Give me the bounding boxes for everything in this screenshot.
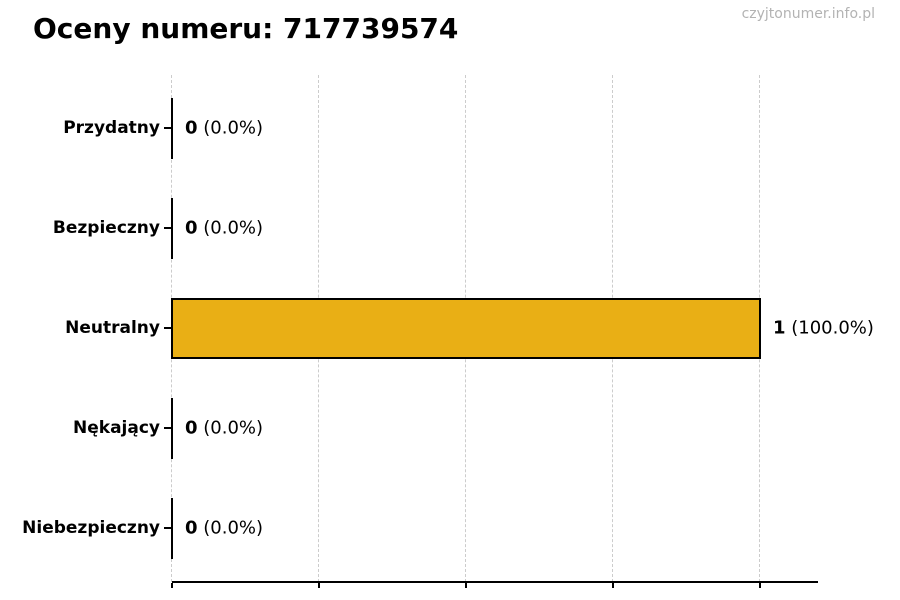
x-axis-line	[172, 581, 818, 583]
value-label: 0 (0.0%)	[185, 118, 263, 139]
y-axis-tick	[164, 427, 172, 429]
value-count: 1	[773, 317, 786, 339]
y-axis-tick	[164, 227, 172, 229]
value-percent: (0.0%)	[197, 517, 264, 539]
value-percent: (0.0%)	[197, 417, 264, 439]
watermark: czyjtonumer.info.pl	[741, 6, 875, 22]
y-axis-tick	[164, 527, 172, 529]
value-percent: (0.0%)	[197, 117, 264, 139]
value-count: 0	[185, 117, 198, 139]
chart-row-przydatny: Przydatny 0 (0.0%)	[0, 97, 900, 159]
bar-neutralny	[171, 297, 761, 359]
y-axis-tick	[164, 127, 172, 129]
value-count: 0	[185, 517, 198, 539]
value-label: 0 (0.0%)	[185, 218, 263, 239]
value-count: 0	[185, 217, 198, 239]
value-count: 0	[185, 417, 198, 439]
category-label: Niebezpieczny	[22, 518, 160, 538]
chart-row-neutralny: Neutralny 1 (100.0%)	[0, 297, 900, 359]
x-axis-tick	[612, 583, 614, 588]
category-label: Przydatny	[63, 118, 160, 138]
x-axis-tick	[318, 583, 320, 588]
chart-title: Oceny numeru: 717739574	[33, 12, 459, 45]
value-label: 0 (0.0%)	[185, 418, 263, 439]
chart-row-bezpieczny: Bezpieczny 0 (0.0%)	[0, 197, 900, 259]
x-axis-tick	[465, 583, 467, 588]
category-label: Bezpieczny	[52, 218, 160, 238]
value-percent: (0.0%)	[197, 217, 264, 239]
category-label: Nękający	[73, 418, 160, 438]
bar-niebezpieczny	[171, 497, 173, 559]
bar-nekajacy	[171, 397, 173, 459]
chart-row-nekajacy: Nękający 0 (0.0%)	[0, 397, 900, 459]
category-label: Neutralny	[65, 318, 160, 338]
value-percent: (100.0%)	[785, 317, 874, 339]
y-axis-tick	[164, 327, 172, 329]
value-label: 1 (100.0%)	[773, 318, 874, 339]
x-axis-tick	[171, 583, 173, 588]
bar-przydatny	[171, 97, 173, 159]
x-axis-tick	[759, 583, 761, 588]
bar-bezpieczny	[171, 197, 173, 259]
chart-row-niebezpieczny: Niebezpieczny 0 (0.0%)	[0, 497, 900, 559]
value-label: 0 (0.0%)	[185, 518, 263, 539]
